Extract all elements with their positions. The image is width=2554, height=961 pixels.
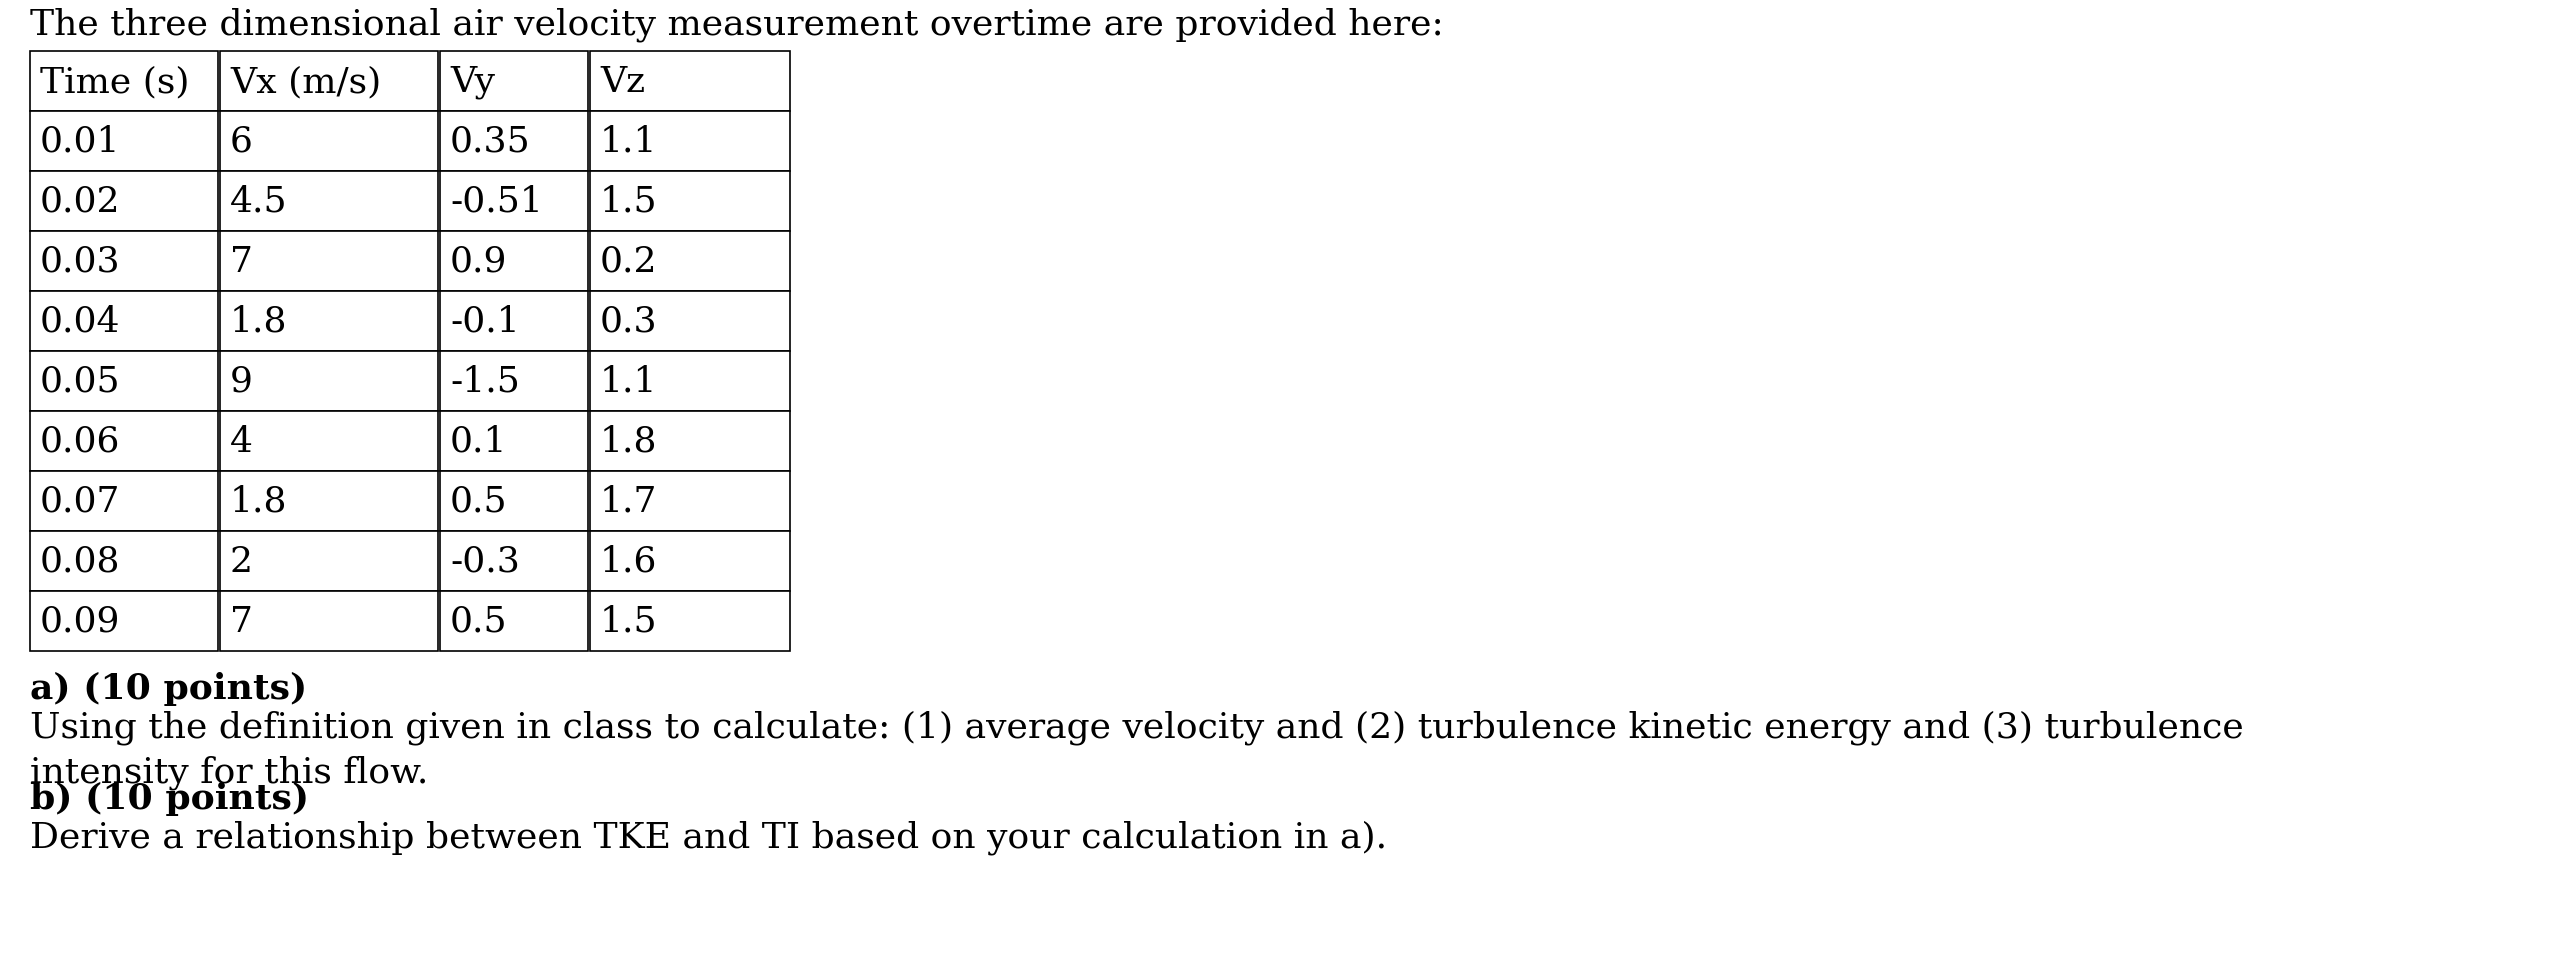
Bar	[31, 591, 217, 652]
Text: 1.8: 1.8	[600, 425, 656, 458]
Text: 7: 7	[230, 604, 253, 638]
Text: -0.1: -0.1	[450, 305, 521, 338]
Text: 1.5: 1.5	[600, 604, 656, 638]
Text: 9: 9	[230, 364, 253, 399]
Text: 0.08: 0.08	[41, 545, 120, 579]
Bar	[439, 111, 587, 172]
Bar	[590, 52, 789, 111]
Bar	[439, 232, 587, 292]
Bar	[439, 411, 587, 472]
Bar	[590, 591, 789, 652]
Text: 1.1: 1.1	[600, 125, 656, 159]
Bar	[439, 591, 587, 652]
Bar	[220, 52, 437, 111]
Bar	[590, 292, 789, 352]
Bar	[590, 531, 789, 591]
Text: Time (s): Time (s)	[41, 65, 189, 99]
Text: 6: 6	[230, 125, 253, 159]
Bar	[439, 292, 587, 352]
Bar	[590, 172, 789, 232]
Bar	[590, 232, 789, 292]
Text: The three dimensional air velocity measurement overtime are provided here:: The three dimensional air velocity measu…	[31, 7, 1443, 41]
Text: 0.09: 0.09	[41, 604, 120, 638]
Text: -0.3: -0.3	[450, 545, 521, 579]
Bar	[439, 352, 587, 411]
Text: 1.7: 1.7	[600, 484, 656, 519]
Bar	[590, 352, 789, 411]
Text: Vz: Vz	[600, 65, 646, 99]
Bar	[220, 111, 437, 172]
Text: a) (10 points): a) (10 points)	[31, 672, 306, 705]
Text: Vx (m/s): Vx (m/s)	[230, 65, 381, 99]
Text: 1.6: 1.6	[600, 545, 656, 579]
Text: -1.5: -1.5	[450, 364, 521, 399]
Text: 1.1: 1.1	[600, 364, 656, 399]
Text: 1.5: 1.5	[600, 185, 656, 219]
Bar	[31, 172, 217, 232]
Text: Using the definition given in class to calculate: (1) average velocity and (2) t: Using the definition given in class to c…	[31, 709, 2245, 789]
Bar	[31, 52, 217, 111]
Bar	[590, 111, 789, 172]
Text: 2: 2	[230, 545, 253, 579]
Bar	[220, 172, 437, 232]
Bar	[31, 411, 217, 472]
Text: 0.35: 0.35	[450, 125, 531, 159]
Bar	[31, 352, 217, 411]
Text: Vy: Vy	[450, 65, 495, 99]
Text: 4: 4	[230, 425, 253, 458]
Text: 0.5: 0.5	[450, 484, 508, 519]
Bar	[220, 591, 437, 652]
Text: 0.06: 0.06	[41, 425, 120, 458]
Text: Derive a relationship between TKE and TI based on your calculation in a).: Derive a relationship between TKE and TI…	[31, 819, 1387, 853]
Text: 0.03: 0.03	[41, 245, 120, 279]
Text: 0.9: 0.9	[450, 245, 508, 279]
Text: 0.2: 0.2	[600, 245, 656, 279]
Text: 0.1: 0.1	[450, 425, 508, 458]
Bar	[220, 411, 437, 472]
Bar	[31, 111, 217, 172]
Text: 1.8: 1.8	[230, 484, 289, 519]
Text: 0.05: 0.05	[41, 364, 120, 399]
Bar	[220, 232, 437, 292]
Bar	[439, 531, 587, 591]
Bar	[439, 52, 587, 111]
Text: 0.07: 0.07	[41, 484, 120, 519]
Bar	[220, 292, 437, 352]
Bar	[220, 531, 437, 591]
Text: 0.5: 0.5	[450, 604, 508, 638]
Bar	[31, 472, 217, 531]
Text: 0.04: 0.04	[41, 305, 120, 338]
Text: 1.8: 1.8	[230, 305, 289, 338]
Bar	[439, 472, 587, 531]
Text: b) (10 points): b) (10 points)	[31, 781, 309, 815]
Text: -0.51: -0.51	[450, 185, 544, 219]
Text: 0.01: 0.01	[41, 125, 120, 159]
Text: 0.3: 0.3	[600, 305, 656, 338]
Bar	[590, 472, 789, 531]
Bar	[31, 232, 217, 292]
Text: 7: 7	[230, 245, 253, 279]
Bar	[439, 172, 587, 232]
Bar	[220, 472, 437, 531]
Bar	[220, 352, 437, 411]
Text: 4.5: 4.5	[230, 185, 289, 219]
Text: 0.02: 0.02	[41, 185, 120, 219]
Bar	[31, 292, 217, 352]
Bar	[31, 531, 217, 591]
Bar	[590, 411, 789, 472]
